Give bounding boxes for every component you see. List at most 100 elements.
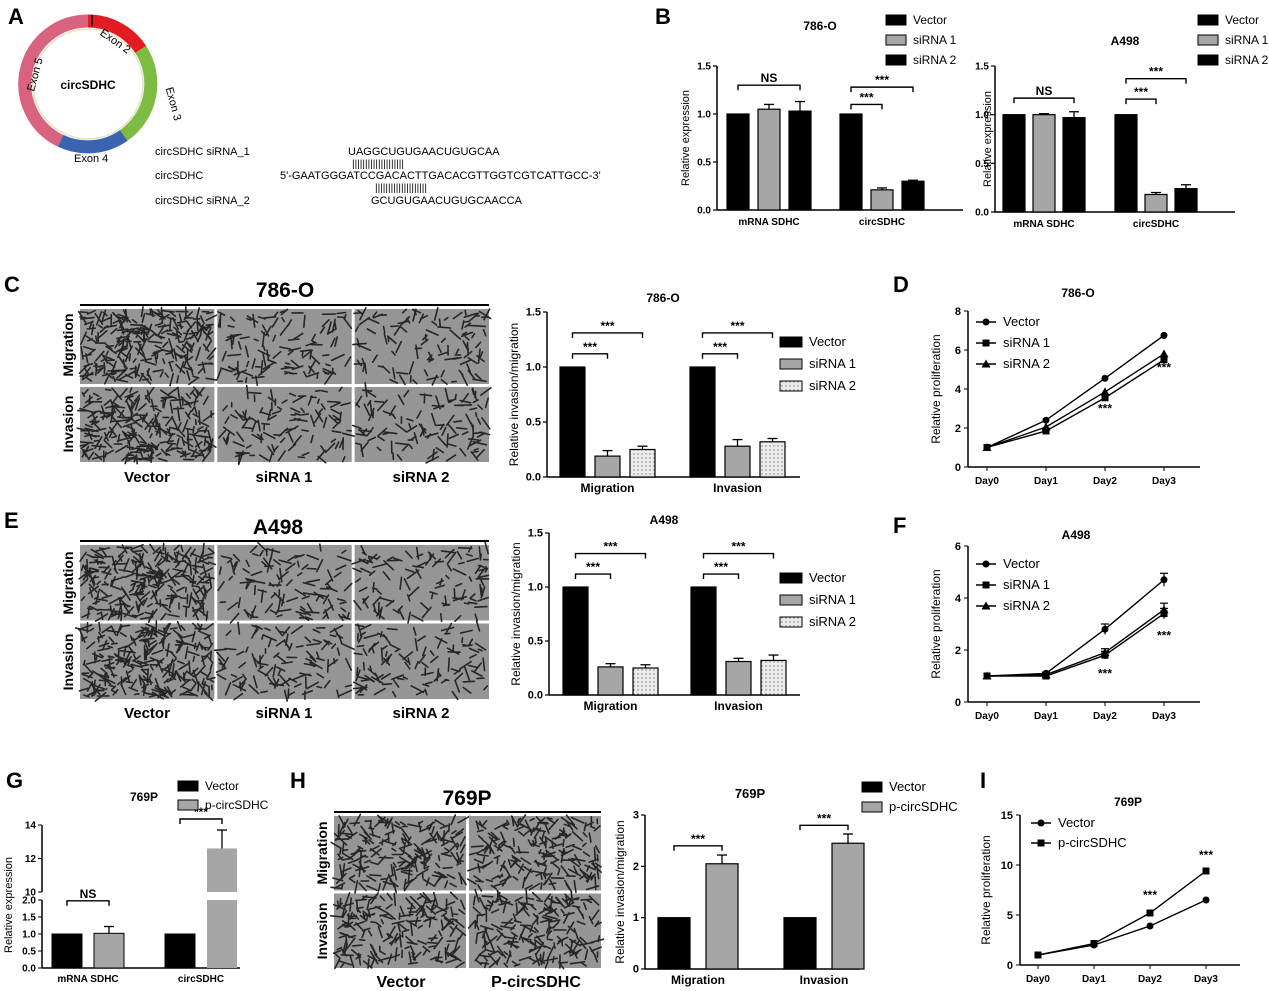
cell-mark <box>90 548 103 557</box>
cell-mark <box>503 940 514 946</box>
cell-mark <box>192 375 200 379</box>
cell-mark <box>166 594 181 598</box>
cell-mark <box>176 586 185 592</box>
cell-mark <box>147 642 158 655</box>
cell-mark <box>581 913 585 920</box>
cell-mark <box>118 598 123 610</box>
cell-mark <box>129 323 142 327</box>
cell-mark <box>361 389 373 392</box>
cell-mark <box>446 563 453 572</box>
cell-mark <box>518 823 525 827</box>
cell-mark <box>429 655 439 664</box>
cell-mark <box>151 688 165 695</box>
cell-mark <box>399 325 408 333</box>
cell-mark <box>358 938 366 942</box>
cell-mark <box>198 683 208 695</box>
cell-mark <box>491 874 500 880</box>
cell-mark <box>95 590 100 605</box>
marker-triangle <box>982 443 992 451</box>
cell-mark <box>110 405 114 420</box>
cell-mark <box>182 366 194 372</box>
cell-mark <box>122 589 131 601</box>
cell-mark <box>367 555 378 560</box>
chart-title: 786-O <box>646 291 679 305</box>
cell-mark <box>135 600 139 611</box>
cell-mark <box>461 637 464 644</box>
cell-mark <box>227 353 242 357</box>
significance-label: *** <box>859 90 873 104</box>
cell-mark <box>288 677 298 683</box>
cell-mark <box>198 623 203 632</box>
sirna2-label: circSDHC siRNA_2 <box>155 195 250 207</box>
cell-mark <box>109 420 119 434</box>
cell-mark <box>266 548 281 554</box>
cell-mark <box>253 584 257 596</box>
cell-mark <box>387 953 393 966</box>
cell-mark <box>99 561 106 565</box>
category-label-invasion: Invasion <box>800 973 849 987</box>
cell-mark <box>422 878 436 888</box>
y-tick-label: 0.0 <box>975 208 989 219</box>
cell-mark <box>320 389 329 393</box>
cell-mark <box>137 604 140 611</box>
cell-mark <box>232 441 245 448</box>
cell-mark <box>538 848 542 855</box>
cell-mark <box>335 872 347 884</box>
cell-mark <box>251 358 256 370</box>
cell-mark <box>446 647 460 655</box>
category-label-circsdhc: circSDHC <box>1133 219 1179 230</box>
cell-mark <box>556 935 562 941</box>
cell-mark <box>490 923 503 931</box>
cell-mark <box>283 370 295 375</box>
micrograph-image <box>217 384 357 466</box>
cell-mark <box>173 672 177 679</box>
cell-mark <box>582 851 591 857</box>
cell-mark <box>199 315 205 325</box>
marker-triangle <box>1100 387 1110 396</box>
cell-mark <box>532 841 538 848</box>
cell-mark <box>202 563 207 575</box>
cell-mark <box>259 654 262 668</box>
cell-mark <box>189 389 195 396</box>
cell-mark <box>257 349 271 357</box>
legend-label-sirna-1: siRNA 1 <box>1003 335 1050 350</box>
cell-mark <box>328 414 339 425</box>
cell-mark <box>248 684 260 695</box>
micrograph-background <box>217 545 352 621</box>
cell-mark <box>222 404 228 412</box>
cell-mark <box>175 363 186 374</box>
cell-mark <box>198 575 204 581</box>
cell-mark <box>454 582 463 587</box>
series-sirna-1 <box>983 607 1168 680</box>
significance-label: *** <box>600 319 614 333</box>
cell-mark <box>570 822 578 830</box>
cell-mark <box>391 674 405 681</box>
cell-mark <box>472 399 479 404</box>
cell-mark <box>468 647 480 654</box>
legend-label-sirna-1: siRNA 1 <box>809 592 856 607</box>
significance-label: *** <box>1149 65 1163 79</box>
cell-mark <box>571 831 584 842</box>
cell-mark <box>186 370 191 381</box>
cell-mark <box>477 835 484 841</box>
cell-mark <box>119 321 125 335</box>
cell-mark <box>275 609 279 616</box>
cell-mark <box>403 929 410 933</box>
cell-mark <box>232 683 247 692</box>
cell-mark <box>336 555 352 562</box>
cell-mark <box>498 873 504 879</box>
cell-mark <box>354 865 370 872</box>
cell-mark <box>86 558 89 570</box>
bar-sirna-2-circsdhc <box>1174 188 1198 213</box>
y-tick-label: 1.5 <box>22 913 36 924</box>
significance-label: *** <box>1098 401 1112 415</box>
cell-mark <box>355 402 361 408</box>
cell-mark <box>377 427 388 437</box>
cell-mark <box>102 354 115 361</box>
cell-mark <box>514 896 524 902</box>
cell-mark <box>122 309 127 317</box>
cell-mark <box>389 953 401 959</box>
cell-mark <box>324 372 334 385</box>
cell-mark <box>251 610 254 619</box>
cell-mark <box>400 870 413 876</box>
